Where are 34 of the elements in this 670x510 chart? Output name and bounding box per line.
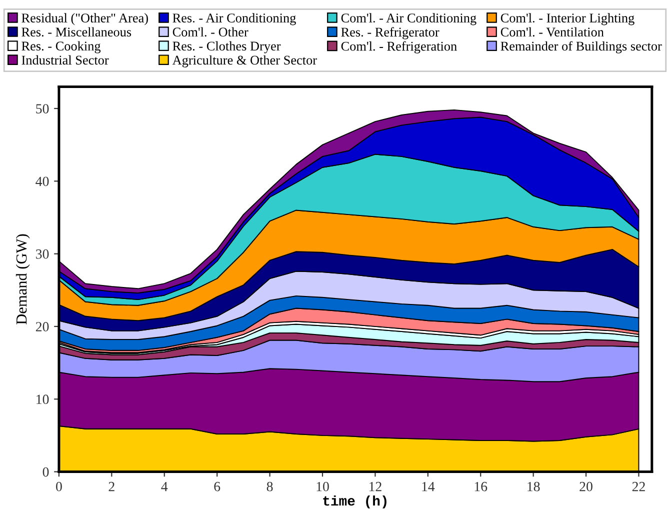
x-tick-label: 18	[528, 482, 540, 492]
x-tick-label: 2	[108, 482, 114, 492]
y-tick-label: 10	[36, 394, 49, 404]
legend-label: Com'l. - Air Conditioning	[341, 13, 476, 26]
x-tick-label: 20	[580, 482, 592, 492]
legend-label: Com'l. - Refrigeration	[341, 41, 457, 54]
x-tick-label: 8	[266, 482, 273, 492]
legend-label: Res. - Miscellaneous	[22, 27, 132, 37]
x-tick-label: 14	[422, 482, 435, 492]
x-axis-title: time (h)	[323, 495, 386, 508]
legend-label: Com'l. - Other	[172, 27, 248, 37]
legend-label: Res. - Air Conditioning	[172, 13, 296, 26]
legend-label: Com'l. - Interior Lighting	[500, 13, 634, 26]
y-tick-label: 40	[36, 176, 49, 186]
y-tick-label: 20	[36, 322, 49, 332]
x-tick-label: 6	[214, 482, 220, 492]
x-tick-label: 0	[56, 482, 62, 492]
x-tick-label: 16	[474, 482, 488, 492]
y-axis-title: Demand (GW)	[16, 234, 30, 324]
y-tick-label: 50	[36, 104, 49, 114]
legend-label: Industrial Sector	[22, 55, 109, 65]
legend-label: Remainder of Buildings sector	[500, 41, 662, 54]
x-tick-label: 22	[632, 482, 645, 492]
legend-label: Residual ("Other" Area)	[22, 13, 148, 26]
legend-label: Com'l. - Ventilation	[500, 27, 604, 37]
legend-label: Res. - Refrigerator	[341, 27, 440, 40]
x-tick-label: 10	[316, 482, 329, 492]
x-tick-label: 12	[369, 482, 382, 492]
legend-label: Agriculture & Other Sector	[172, 55, 317, 68]
y-tick-label: 0	[42, 467, 49, 477]
x-tick-label: 4	[161, 482, 168, 492]
legend-label: Res. - Clothes Dryer	[172, 41, 281, 54]
legend-label: Res. - Cooking	[22, 41, 101, 54]
y-tick-label: 30	[36, 249, 49, 259]
